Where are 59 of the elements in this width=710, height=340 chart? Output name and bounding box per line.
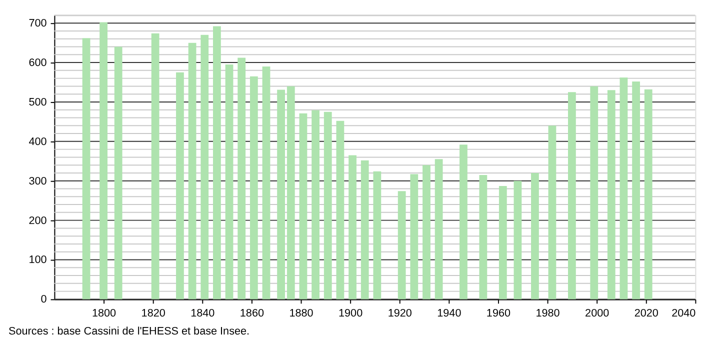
bar [200,34,209,300]
y-tick-label: 600 [28,56,47,69]
bar [213,26,221,300]
bar [176,72,184,300]
bar [360,160,369,300]
bar [620,78,628,300]
bar [373,171,382,300]
bar [82,38,90,300]
x-tick-label: 1800 [92,307,116,320]
x-tick-label: 1860 [240,307,264,320]
bar [422,165,430,300]
bar [590,86,598,300]
x-tick-label: 1960 [486,307,511,320]
bar [607,90,616,300]
bar [498,186,507,300]
bar [250,76,258,300]
source-note: Sources : base Cassini de l'EHESS et base Insee. [8,326,250,338]
y-tick-label: 400 [28,136,47,148]
bar [434,159,443,300]
bar [568,92,576,300]
bar [479,174,488,300]
y-tick-label: 300 [28,175,47,188]
x-tick-label: 1900 [338,307,363,320]
y-tick-label: 500 [28,96,47,108]
bar [238,58,246,300]
bar [100,22,108,300]
y-tick-label: 100 [28,254,47,266]
x-tick-label: 1880 [289,307,314,320]
bar [531,172,539,300]
x-tick-label: 1940 [437,307,462,320]
bar [114,46,122,300]
bar [398,191,406,300]
bar [348,155,356,300]
x-tick-label: 2000 [585,307,610,320]
x-tick-label: 1980 [536,307,560,320]
bar [286,86,295,300]
bar [188,42,196,300]
y-tick-label: 200 [28,214,47,227]
bar [514,180,522,300]
bar [151,33,160,300]
bar [324,112,332,300]
bar [277,90,285,300]
bar [336,120,344,300]
bar [312,110,320,300]
bar [225,64,234,300]
y-tick-label: 0 [40,294,47,306]
bar [299,113,308,300]
bar [410,174,418,300]
bar [460,144,468,300]
x-tick-label: 1820 [141,307,166,320]
bar [644,89,652,300]
x-tick-label: 2020 [634,307,658,320]
bar [262,66,270,300]
x-tick-label: 1920 [388,307,412,320]
bar [548,126,556,300]
x-tick-label: 2040 [672,307,696,320]
y-tick-label: 700 [28,18,47,30]
x-tick-label: 1840 [190,307,215,320]
bar [632,81,640,300]
